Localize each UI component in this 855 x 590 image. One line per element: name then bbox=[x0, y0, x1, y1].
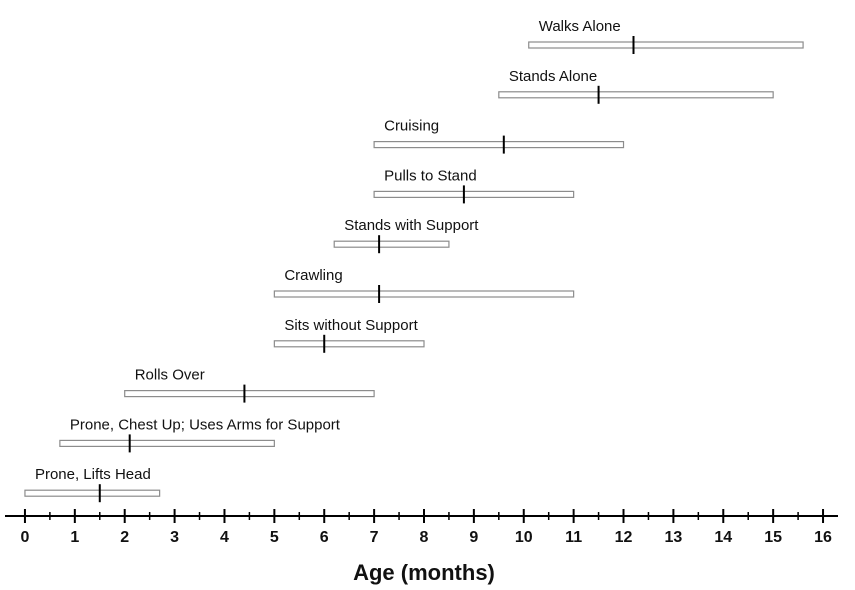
range-bar bbox=[273, 340, 425, 348]
range-bar bbox=[124, 390, 375, 398]
milestone-label: Cruising bbox=[384, 118, 439, 135]
milestone-label: Crawling bbox=[284, 267, 342, 284]
range-bar bbox=[59, 439, 275, 447]
x-tick-label: 6 bbox=[320, 529, 329, 546]
x-tick-label: 16 bbox=[814, 529, 832, 546]
x-tick-label: 12 bbox=[615, 529, 633, 546]
x-tick-label: 11 bbox=[565, 529, 582, 546]
x-tick-label: 3 bbox=[170, 529, 179, 546]
range-bar bbox=[498, 91, 774, 99]
range-bar bbox=[24, 489, 161, 497]
range-bar bbox=[373, 190, 575, 198]
x-tick-label: 13 bbox=[664, 529, 682, 546]
range-bar bbox=[373, 141, 625, 149]
x-tick-label: 4 bbox=[220, 529, 229, 546]
milestone-label: Rolls Over bbox=[135, 367, 205, 384]
x-tick-label: 10 bbox=[515, 529, 533, 546]
x-tick-label: 0 bbox=[20, 529, 29, 546]
x-tick-label: 5 bbox=[270, 529, 279, 546]
milestone-label: Prone, Lifts Head bbox=[35, 466, 151, 483]
x-tick-label: 7 bbox=[370, 529, 379, 546]
x-tick-label: 15 bbox=[764, 529, 782, 546]
range-bar bbox=[273, 290, 575, 298]
x-tick-label: 9 bbox=[469, 529, 478, 546]
x-tick-label: 8 bbox=[420, 529, 429, 546]
milestone-label: Sits without Support bbox=[284, 317, 418, 334]
milestone-label: Stands with Support bbox=[344, 217, 479, 234]
range-bar bbox=[333, 240, 450, 248]
milestone-label: Walks Alone bbox=[539, 18, 621, 35]
x-axis-title: Age (months) bbox=[353, 560, 495, 585]
x-tick-label: 1 bbox=[70, 529, 79, 546]
milestone-label: Pulls to Stand bbox=[384, 167, 477, 184]
range-bar bbox=[528, 41, 804, 49]
x-tick-label: 14 bbox=[714, 529, 732, 546]
milestone-label: Stands Alone bbox=[509, 68, 597, 85]
milestone-label: Prone, Chest Up; Uses Arms for Support bbox=[70, 416, 341, 433]
x-tick-label: 2 bbox=[120, 529, 129, 546]
